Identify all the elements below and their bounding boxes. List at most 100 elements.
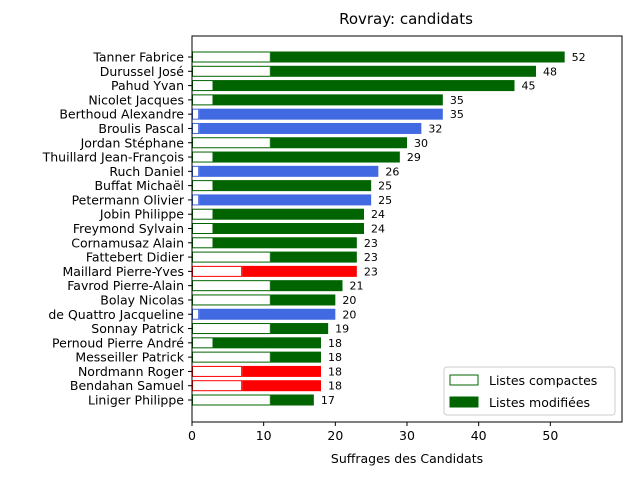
bar-modified bbox=[199, 165, 379, 177]
bar-value-label: 23 bbox=[364, 265, 378, 278]
bar-value-label: 35 bbox=[450, 94, 464, 107]
bar-compact bbox=[192, 294, 271, 306]
bar-modified bbox=[213, 180, 372, 192]
bar-value-label: 25 bbox=[378, 180, 392, 193]
candidate-label: Buffat Michaël bbox=[94, 178, 184, 193]
x-tick-label: 10 bbox=[256, 428, 272, 443]
x-axis-ticks: 0 10 20 30 40 50 bbox=[188, 422, 558, 443]
bar-compact bbox=[192, 237, 214, 249]
candidate-label: Bendahan Samuel bbox=[70, 378, 184, 393]
bar-modified bbox=[213, 237, 357, 249]
candidate-label: Pahud Yvan bbox=[111, 78, 184, 93]
bar-compact bbox=[192, 323, 271, 335]
bar-modified bbox=[213, 337, 321, 349]
bar-compact bbox=[192, 51, 271, 63]
bar-modified bbox=[270, 65, 536, 77]
bar-value-label: 35 bbox=[450, 108, 464, 121]
x-tick-label: 30 bbox=[399, 428, 415, 443]
bar-modified bbox=[270, 323, 329, 335]
bar-value-label: 18 bbox=[328, 380, 342, 393]
candidate-label: Maillard Pierre-Yves bbox=[62, 264, 184, 279]
candidate-label: Jobin Philippe bbox=[99, 207, 184, 222]
bar-modified bbox=[199, 194, 372, 206]
bar-compact bbox=[192, 194, 200, 206]
bar-modified bbox=[270, 51, 565, 63]
bar-value-label: 45 bbox=[522, 80, 536, 93]
bar-compact bbox=[192, 94, 214, 106]
x-tick-label: 0 bbox=[188, 428, 196, 443]
x-tick-label: 40 bbox=[471, 428, 487, 443]
bar-modified bbox=[270, 280, 343, 292]
bar-compact bbox=[192, 165, 200, 177]
bar-modified bbox=[199, 108, 443, 120]
bar-value-label: 21 bbox=[350, 280, 364, 293]
bar-modified bbox=[213, 208, 364, 220]
bars-group bbox=[192, 51, 565, 406]
candidate-label: Berthoud Alexandre bbox=[59, 107, 184, 122]
bar-modified bbox=[213, 80, 515, 92]
bar-compact bbox=[192, 137, 271, 149]
bar-value-label: 23 bbox=[364, 237, 378, 250]
bar-compact bbox=[192, 365, 243, 377]
bar-value-label: 18 bbox=[328, 351, 342, 364]
bar-compact bbox=[192, 65, 271, 77]
candidate-label: Broulis Pascal bbox=[98, 121, 184, 136]
bar-modified bbox=[270, 351, 321, 363]
bar-value-label: 48 bbox=[543, 65, 557, 78]
candidate-label: Petermann Olivier bbox=[72, 192, 185, 207]
candidate-label: de Quattro Jacqueline bbox=[48, 307, 184, 322]
bar-value-label: 23 bbox=[364, 251, 378, 264]
x-tick-label: 20 bbox=[327, 428, 343, 443]
bar-compact bbox=[192, 180, 214, 192]
bar-compact bbox=[192, 280, 271, 292]
bar-modified bbox=[270, 394, 314, 406]
bar-modified bbox=[213, 151, 400, 163]
candidate-label: Tanner Fabrice bbox=[92, 50, 184, 65]
bar-compact bbox=[192, 380, 243, 392]
candidate-label: Nicolet Jacques bbox=[88, 92, 184, 107]
bar-modified bbox=[213, 94, 443, 106]
bar-value-label: 17 bbox=[321, 394, 335, 407]
legend-label-compact: Listes compactes bbox=[489, 373, 597, 388]
bar-compact bbox=[192, 265, 243, 277]
chart-title: Rovray: candidats bbox=[339, 10, 473, 28]
candidate-label: Durussel José bbox=[100, 64, 185, 79]
candidate-label: Favrod Pierre-Alain bbox=[67, 278, 184, 293]
legend: Listes compactes Listes modifiées bbox=[443, 366, 616, 416]
bar-compact bbox=[192, 122, 200, 134]
legend-swatch-compact bbox=[449, 374, 479, 386]
candidate-label: Ruch Daniel bbox=[109, 164, 184, 179]
bar-modified bbox=[270, 137, 407, 149]
candidate-label: Nordmann Roger bbox=[78, 364, 185, 379]
bar-value-label: 30 bbox=[414, 137, 428, 150]
x-tick-label: 50 bbox=[542, 428, 558, 443]
candidate-label: Bolay Nicolas bbox=[100, 292, 184, 307]
legend-label-modified: Listes modifiées bbox=[489, 395, 590, 410]
bar-value-label: 24 bbox=[371, 208, 385, 221]
candidate-label: Messeiller Patrick bbox=[75, 350, 184, 365]
bar-value-label: 20 bbox=[342, 308, 356, 321]
bar-value-label: 20 bbox=[342, 294, 356, 307]
candidate-label: Cornamusaz Alain bbox=[71, 235, 184, 250]
bar-modified bbox=[213, 223, 364, 234]
bar-compact bbox=[192, 80, 214, 92]
bar-modified bbox=[242, 265, 357, 277]
bar-value-label: 25 bbox=[378, 194, 392, 207]
bar-value-label: 32 bbox=[428, 122, 442, 135]
bar-value-label: 52 bbox=[572, 51, 586, 64]
candidate-label: Liniger Philippe bbox=[88, 393, 184, 408]
bar-modified bbox=[270, 294, 336, 306]
bar-compact bbox=[192, 108, 200, 120]
bar-modified bbox=[242, 365, 321, 377]
legend-box bbox=[443, 366, 616, 416]
value-labels-group: 5248453535323029262525242423232321202019… bbox=[321, 51, 586, 407]
bar-compact bbox=[192, 308, 200, 320]
bar-compact bbox=[192, 151, 214, 163]
candidate-label: Sonnay Patrick bbox=[91, 321, 184, 336]
candidate-label: Thuillard Jean-François bbox=[42, 150, 184, 165]
bar-value-label: 18 bbox=[328, 365, 342, 378]
candidate-label: Pernoud Pierre André bbox=[52, 335, 184, 350]
bar-value-label: 24 bbox=[371, 223, 385, 236]
